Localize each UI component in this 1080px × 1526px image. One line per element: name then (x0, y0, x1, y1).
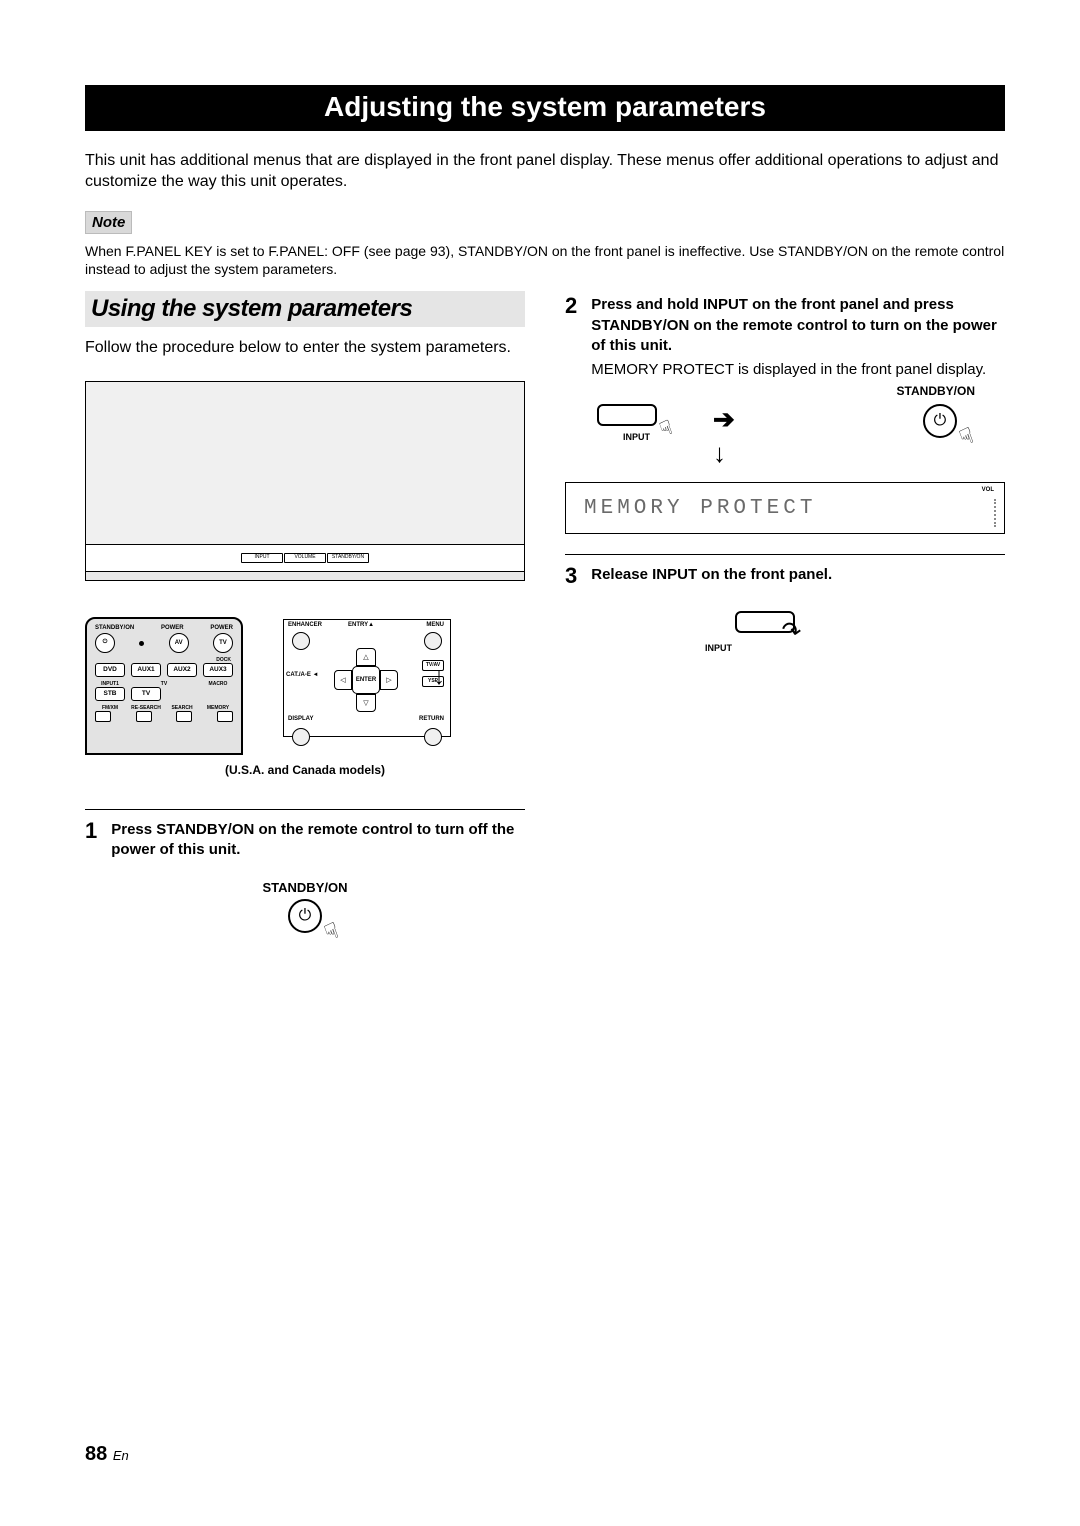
intro-text: This unit has additional menus that are … (85, 151, 1005, 193)
entry-label: ENTRY▲ (348, 622, 374, 628)
step1-text: Press STANDBY/ON on the remote control t… (111, 821, 514, 858)
return-label: RETURN (419, 716, 444, 722)
menu-btn (424, 632, 442, 650)
dpad-left: ◁ (334, 670, 352, 690)
remote-sq-3 (176, 711, 192, 722)
dpad-up: △ (356, 648, 376, 666)
vol-label: VOL (982, 487, 994, 493)
power-icon: ⏻ ☟ (923, 404, 957, 438)
release-cursor-icon: ↷ (779, 616, 804, 648)
step2-standby-label: STANDBY/ON (897, 384, 975, 398)
step2-diagram: INPUT ☟ ➔ ↓ STANDBY/ON ⏻ ☟ (565, 398, 1005, 478)
page-number-value: 88 (85, 1443, 107, 1465)
menu-label: MENU (426, 622, 444, 628)
panel-standby-btn: STANDBY/ON (327, 553, 369, 563)
power-glyph: ⏻ (299, 907, 312, 925)
dpad-right: ▷ (380, 670, 398, 690)
panel-input-btn: INPUT (241, 553, 283, 563)
note-label: Note (85, 211, 132, 234)
remote-top-illustration: STANDBY/ON POWER POWER ⏻ AV TV DOCK DVD … (85, 617, 243, 755)
display-text: MEMORY PROTECT (584, 497, 816, 520)
front-panel-illustration: INPUT VOLUME STANDBY/ON (85, 381, 525, 581)
step1-standby-label: STANDBY/ON (85, 880, 525, 895)
remote-sq-4 (217, 711, 233, 722)
remote-macro-label: MACRO (203, 681, 233, 687)
arrow-down-icon: ↓ (713, 438, 726, 469)
remote-sq-1 (95, 711, 111, 722)
step1-number: 1 (85, 820, 97, 861)
enhancer-btn (292, 632, 310, 650)
enhancer-label: ENHANCER (288, 622, 322, 628)
panel-volume-btn: VOLUME (284, 553, 326, 563)
input-button-shape (597, 404, 657, 426)
page-title: Adjusting the system parameters (85, 85, 1005, 131)
remote-tv-btn: TV (213, 633, 233, 653)
remote-aux2-btn: AUX2 (167, 663, 197, 677)
power-icon: ⏻ ☟ (288, 899, 322, 933)
power-glyph: ⏻ (934, 412, 947, 430)
step3-diagram: INPUT ↷ (565, 611, 1005, 671)
step2-number: 2 (565, 295, 577, 380)
remote-av-btn: AV (169, 633, 189, 653)
remote-power-label: POWER (161, 625, 184, 631)
remote-standby-btn: ⏻ (95, 633, 115, 653)
input-button-label: INPUT (705, 643, 732, 653)
cursor-hand-icon: ☟ (321, 918, 342, 947)
step3-number: 3 (565, 565, 577, 587)
note-text: When F.PANEL KEY is set to F.PANEL: OFF … (85, 242, 1005, 280)
step2-bold: Press and hold INPUT on the front panel … (591, 295, 1005, 356)
display-btn (292, 728, 310, 746)
input-button-label: INPUT (623, 432, 650, 442)
cat-label: CAT./A-E ◄ (286, 672, 319, 678)
dpad-enter: ENTER (352, 666, 380, 694)
remote-power-label-2: POWER (210, 625, 233, 631)
remote-aux3-btn: AUX3 (203, 663, 233, 677)
remote-standby-label: STANDBY/ON (95, 625, 134, 631)
vol-bar-icon (992, 499, 996, 527)
cursor-hand-icon: ☟ (956, 423, 977, 452)
remote-sq-2 (136, 711, 152, 722)
page-lang: En (113, 1448, 129, 1463)
section-intro: Follow the procedure below to enter the … (85, 337, 525, 359)
page-number: 88 En (85, 1443, 129, 1466)
remote-dvd-btn: DVD (95, 663, 125, 677)
display-label: DISPLAY (288, 716, 313, 722)
remote-dpad-illustration: ENHANCER ENTRY▲ MENU CAT./A-E ◄ △ ▽ ◁ ▷ … (283, 619, 451, 737)
dpad-down: ▽ (356, 694, 376, 712)
step2-plain: MEMORY PROTECT is displayed in the front… (591, 360, 1005, 380)
arrow-right-icon: ➔ (713, 404, 735, 435)
display-panel: MEMORY PROTECT VOL (565, 482, 1005, 534)
remote-tv2-btn: TV (131, 687, 161, 701)
step3-text: Release INPUT on the front panel. (591, 566, 832, 583)
remote-aux1-btn: AUX1 (131, 663, 161, 677)
return-btn (424, 728, 442, 746)
section-header: Using the system parameters (85, 291, 525, 327)
remote-stb-btn: STB (95, 687, 125, 701)
model-caption: (U.S.A. and Canada models) (85, 763, 525, 777)
cursor-hand-icon: ☟ (656, 415, 676, 443)
remote-led-icon (139, 641, 144, 646)
down-arrow-icon: ↓ (433, 663, 445, 691)
